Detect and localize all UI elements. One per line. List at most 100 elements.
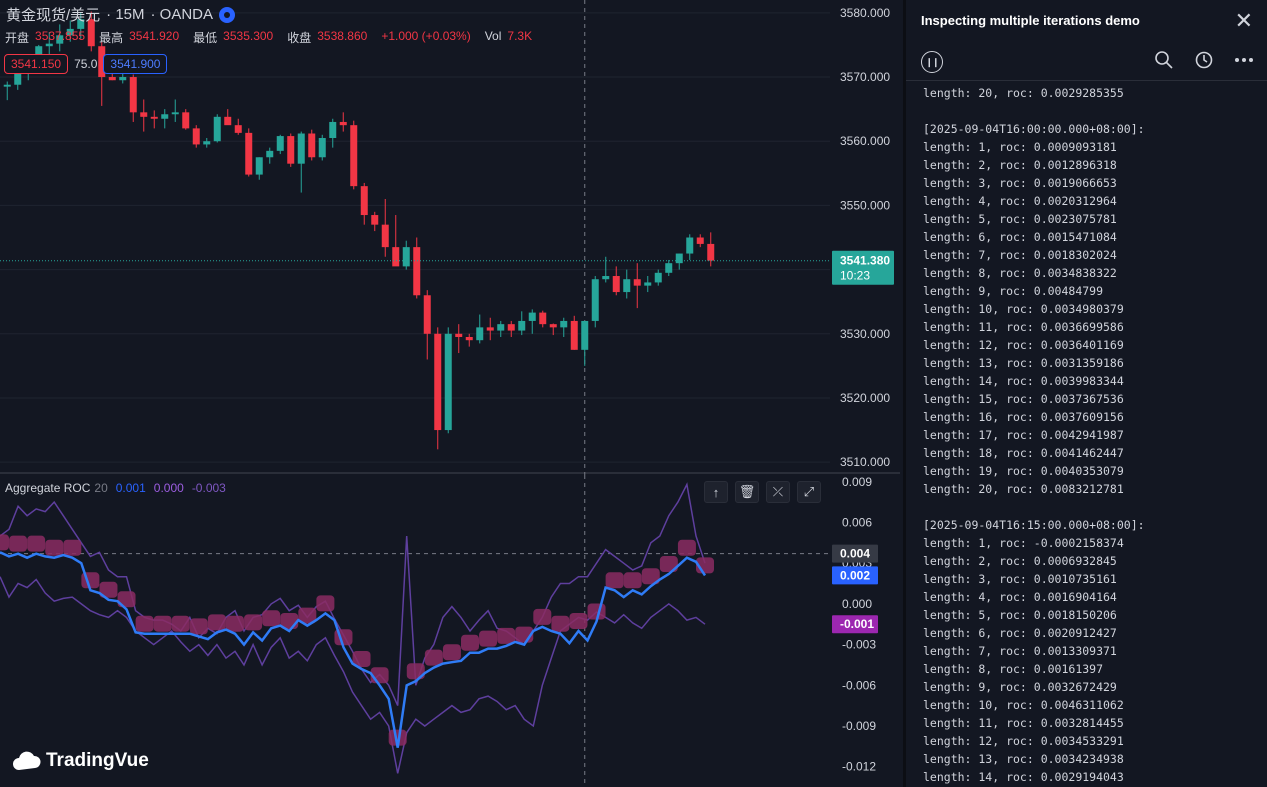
candle-body xyxy=(455,333,463,337)
volume-label: Vol xyxy=(484,29,502,43)
candle-body xyxy=(182,112,190,129)
candle-body xyxy=(108,77,116,81)
pane-tools: ↑ 🗑 ⤫ ⤢ xyxy=(704,481,821,503)
spread-value: 75.0 xyxy=(74,57,98,71)
close-icon[interactable]: ✕ xyxy=(1234,8,1253,33)
roc-marker xyxy=(9,535,28,552)
panel-divider xyxy=(906,80,1267,81)
candle-body xyxy=(423,295,431,334)
roc-marker xyxy=(262,610,281,627)
candle-body xyxy=(476,327,484,341)
candle-body xyxy=(707,243,715,261)
price-chart[interactable]: 3580.0003570.0003560.0003550.0003540.000… xyxy=(0,0,900,475)
candle-body xyxy=(360,186,368,216)
close-label: 收盘 xyxy=(287,31,312,45)
roc-legend: Aggregate ROC 20 0.001 0.000 -0.003 xyxy=(5,481,226,495)
roc-value-3: -0.003 xyxy=(191,481,226,495)
move-up-icon[interactable]: ↑ xyxy=(704,481,728,503)
sell-button[interactable]: 3541.150 xyxy=(4,54,69,74)
pause-icon[interactable]: ❙❙ xyxy=(921,51,943,73)
roc-marker xyxy=(406,663,425,680)
roc-badge-lower xyxy=(832,615,878,634)
more-icon[interactable] xyxy=(1233,50,1255,70)
ohlc-legend: 开盘 3537.855 最高 3541.920 最低 3535.300 收盘 3… xyxy=(5,29,540,46)
last-price-label: 3541.380 xyxy=(840,254,890,268)
roc-tick-label: -0.003 xyxy=(842,638,876,652)
roc-indicator-name[interactable]: Aggregate ROC xyxy=(5,481,91,495)
buy-button[interactable]: 3541.900 xyxy=(103,54,168,74)
roc-badge-main-label: 0.002 xyxy=(840,568,870,582)
candle-body xyxy=(675,253,683,264)
candle-body xyxy=(276,136,284,151)
candle-body xyxy=(66,28,74,36)
roc-series-main xyxy=(0,551,707,748)
roc-marker xyxy=(424,649,443,666)
roc-value-2: 0.000 xyxy=(153,481,184,495)
expand-icon[interactable]: ⤢ xyxy=(797,481,821,503)
candle-body xyxy=(486,327,494,331)
roc-marker xyxy=(461,634,479,651)
last-price-badge xyxy=(832,250,894,285)
change-value: +1.000 (+0.03%) xyxy=(381,29,471,43)
symbol-name[interactable]: 黄金现货/美元 xyxy=(6,7,101,24)
candle-body xyxy=(171,112,179,115)
roc-tick-label: 0.009 xyxy=(842,475,872,489)
candle-body xyxy=(644,282,652,286)
history-icon[interactable] xyxy=(1194,50,1214,70)
roc-marker xyxy=(189,618,208,635)
high-value: 3541.920 xyxy=(129,29,180,43)
candle-body xyxy=(570,320,578,350)
candle-body xyxy=(213,116,221,142)
candle-body xyxy=(14,69,22,85)
logo: TradingVue xyxy=(12,750,149,772)
candle-body xyxy=(497,324,505,331)
candle-body xyxy=(297,133,305,164)
roc-chart[interactable]: 0.0090.0060.0030.000-0.003-0.006-0.009-0… xyxy=(0,475,900,787)
roc-marker xyxy=(605,572,624,589)
candle-body xyxy=(224,116,232,126)
candle-body xyxy=(434,333,442,431)
candle-body xyxy=(3,84,11,87)
roc-marker xyxy=(497,627,516,644)
candle-body xyxy=(287,136,295,164)
candle-body xyxy=(518,320,526,331)
roc-marker xyxy=(244,614,263,631)
candle-body xyxy=(633,279,641,286)
collapse-icon[interactable]: ⤫ xyxy=(766,481,790,503)
price-tick-label: 3560.000 xyxy=(840,134,890,148)
candle-body xyxy=(129,77,137,113)
chart-area[interactable]: 3580.0003570.0003560.0003550.0003540.000… xyxy=(0,0,900,787)
candle-body xyxy=(465,336,473,341)
roc-marker xyxy=(207,614,226,631)
roc-marker xyxy=(352,650,371,667)
candle-body xyxy=(392,247,400,267)
close-value: 3538.860 xyxy=(317,29,368,43)
roc-tick-label: -0.009 xyxy=(842,719,876,733)
low-value: 3535.300 xyxy=(223,29,274,43)
candle-body xyxy=(192,128,200,145)
logo-text: TradingVue xyxy=(46,750,149,771)
roc-marker xyxy=(623,572,642,589)
log-output[interactable]: length: 20, roc: 0.0029285355 [2025-09-0… xyxy=(923,86,1145,784)
candle-body xyxy=(623,279,631,293)
candle-body xyxy=(381,224,389,248)
delete-icon[interactable]: 🗑 xyxy=(735,481,759,503)
roc-badge-main xyxy=(832,566,878,585)
roc-badge-crosshair xyxy=(832,544,878,563)
candle-body xyxy=(308,133,316,158)
roc-marker xyxy=(641,568,660,585)
roc-tick-label: -0.006 xyxy=(842,678,876,692)
candle-body xyxy=(696,237,704,244)
roc-marker xyxy=(27,535,46,552)
candle-body xyxy=(119,77,127,81)
roc-marker xyxy=(153,615,172,632)
candle-body xyxy=(150,116,158,119)
roc-tick-label: 0.000 xyxy=(842,597,872,611)
open-value: 3537.855 xyxy=(35,29,86,43)
roc-marker xyxy=(0,534,9,551)
candle-body xyxy=(402,247,410,267)
panel-title: Inspecting multiple iterations demo xyxy=(921,13,1140,28)
exchange-label: · OANDA xyxy=(150,6,214,23)
search-icon[interactable] xyxy=(1154,50,1174,70)
roc-length: 20 xyxy=(94,481,108,495)
